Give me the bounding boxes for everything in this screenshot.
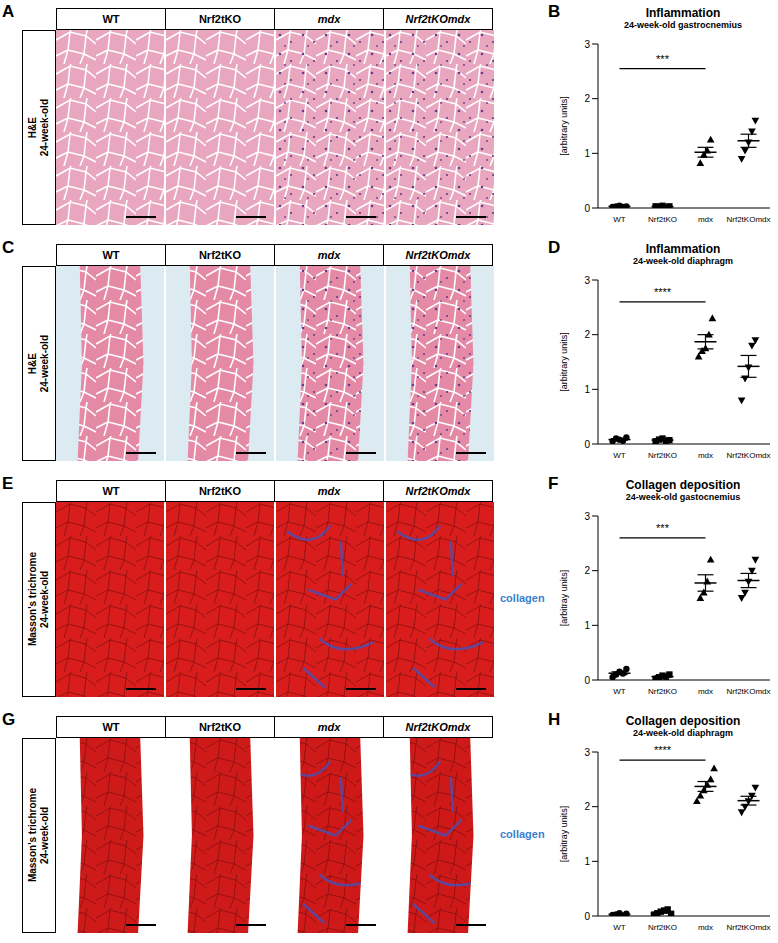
svg-text:mdx: mdx (698, 923, 713, 932)
svg-text:2: 2 (584, 565, 590, 576)
svg-text:Nrf2tKOmdx: Nrf2tKOmdx (726, 451, 770, 460)
html-text:Nrf2tKO: Nrf2tKO (198, 485, 242, 497)
svg-text:1: 1 (584, 384, 590, 395)
html-text:Nrf2tKO: Nrf2tKO (198, 13, 242, 25)
html-text:H: H (548, 710, 561, 729)
svg-text:WT: WT (613, 687, 626, 696)
svg-text:[arbitray units]: [arbitray units] (559, 570, 569, 627)
svg-text:Nrf2tKOmdx: Nrf2tKOmdx (726, 687, 770, 696)
html-text:Nrf2tKOmdx: Nrf2tKOmdx (405, 13, 471, 25)
html-text:B: B (548, 2, 561, 21)
html-text:24-week-old gastocnemius: 24-week-old gastocnemius (625, 492, 741, 502)
svg-text:mdx: mdx (698, 215, 713, 224)
html-text:Nrf2tKOmdx: Nrf2tKOmdx (405, 249, 471, 261)
html-text:mdx: mdx (317, 485, 341, 497)
html-text:mdx: mdx (317, 249, 341, 261)
svg-text:3: 3 (584, 39, 590, 50)
svg-text:Nrf2tKO: Nrf2tKO (648, 215, 677, 224)
html-text:24-week-old: 24-week-old (39, 334, 50, 393)
svg-text:1: 1 (584, 620, 590, 631)
html-text:mdx: mdx (317, 721, 341, 733)
svg-text:WT: WT (613, 451, 626, 460)
html-text:E: E (2, 474, 14, 493)
svg-text:WT: WT (613, 215, 626, 224)
svg-text:0: 0 (584, 911, 590, 922)
html-text:WT: WT (102, 485, 120, 497)
svg-text:[arbitrary units]: [arbitrary units] (559, 96, 569, 156)
html-text:Inflammation: Inflammation (645, 242, 721, 256)
svg-text:2: 2 (584, 329, 590, 340)
html-text:24-week-old: 24-week-old (39, 570, 50, 629)
svg-text:mdx: mdx (698, 451, 713, 460)
html-text:mdx: mdx (317, 13, 341, 25)
html-text:A: A (2, 2, 15, 21)
svg-text:0: 0 (584, 675, 590, 686)
svg-text:3: 3 (584, 275, 590, 286)
svg-text:0: 0 (584, 203, 590, 214)
svg-text:Nrf2tKO: Nrf2tKO (648, 923, 677, 932)
html-text:WT: WT (102, 721, 120, 733)
html-text:Nrf2tKOmdx: Nrf2tKOmdx (405, 721, 471, 733)
svg-text:****: **** (654, 286, 672, 298)
html-text:H&E: H&E (27, 116, 38, 139)
html-text:F: F (548, 474, 559, 493)
html-text:24-week-old gastrocnemius: 24-week-old gastrocnemius (624, 20, 742, 30)
html-text:Masson's trichrome: Masson's trichrome (27, 788, 38, 883)
html-text:collagen: collagen (500, 827, 545, 840)
html-text:H&E: H&E (27, 352, 38, 375)
svg-text:[arbitray units]: [arbitray units] (559, 806, 569, 863)
html-text:Collagen deposition: Collagen deposition (625, 714, 741, 728)
svg-text:Nrf2tKO: Nrf2tKO (648, 451, 677, 460)
html-text:D: D (548, 238, 561, 257)
svg-text:3: 3 (584, 511, 590, 522)
html-text:WT: WT (102, 13, 120, 25)
svg-text:Nrf2tKOmdx: Nrf2tKOmdx (726, 215, 770, 224)
svg-text:Nrf2tKO: Nrf2tKO (648, 687, 677, 696)
html-text:collagen: collagen (500, 591, 545, 604)
svg-text:1: 1 (584, 856, 590, 867)
html-text:Nrf2tKO: Nrf2tKO (198, 721, 242, 733)
html-text:WT: WT (102, 249, 120, 261)
html-text:24-week-old: 24-week-old (39, 806, 50, 865)
html-text:24-week-old: 24-week-old (39, 98, 50, 157)
html-text:Inflammation: Inflammation (645, 6, 721, 20)
svg-text:2: 2 (584, 93, 590, 104)
svg-text:1: 1 (584, 148, 590, 159)
svg-text:mdx: mdx (698, 687, 713, 696)
html-text:Masson's trichrome: Masson's trichrome (27, 552, 38, 647)
svg-text:2: 2 (584, 801, 590, 812)
html-text:24-week-old diaphragm: 24-week-old diaphragm (633, 256, 733, 266)
svg-text:0: 0 (584, 439, 590, 450)
svg-text:****: **** (654, 744, 672, 756)
svg-text:WT: WT (613, 923, 626, 932)
html-text:Nrf2tKO: Nrf2tKO (198, 249, 242, 261)
html-text:Collagen deposition: Collagen deposition (625, 478, 741, 492)
svg-text:Nrf2tKOmdx: Nrf2tKOmdx (726, 923, 770, 932)
svg-text:***: *** (656, 522, 670, 534)
html-text:24-week-old diaphragm: 24-week-old diaphragm (633, 728, 733, 738)
svg-text:[arbitrary units]: [arbitrary units] (559, 332, 569, 392)
svg-text:3: 3 (584, 747, 590, 758)
html-text:C: C (2, 238, 15, 257)
svg-text:***: *** (656, 53, 670, 65)
html-text:G: G (2, 710, 16, 729)
html-text:Nrf2tKOmdx: Nrf2tKOmdx (405, 485, 471, 497)
